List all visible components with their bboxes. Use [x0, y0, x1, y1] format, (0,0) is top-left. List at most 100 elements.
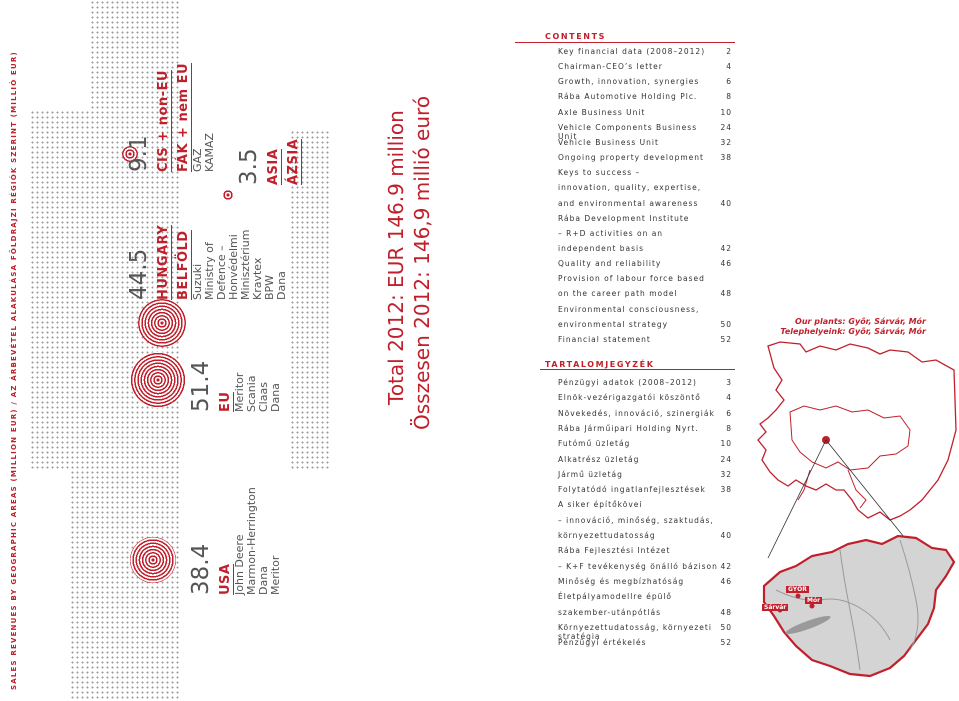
text-background — [180, 0, 290, 701]
toc-entry-title: Pénzügyi értékelés — [558, 638, 647, 648]
toc-entry-title: Quality and reliability — [558, 259, 662, 269]
toc-entry-title: independent basis — [558, 243, 645, 253]
toc-entry[interactable]: Jármű üzletág 32 — [558, 470, 732, 479]
europe-outline — [757, 341, 957, 521]
toc-entry-title: Keys to success – — [558, 168, 641, 178]
toc-entry[interactable]: Növekedés, innováció, szinergiák 6 — [558, 409, 732, 418]
toc-entry[interactable]: Minőség és megbízhatóság 46 — [558, 577, 732, 586]
region-eu: 51.4 EU Meritor Scania Claas Dana — [188, 361, 282, 412]
toc-entry[interactable]: Futómű üzletág 10 — [558, 439, 732, 448]
toc-entry-page: 40 — [720, 531, 732, 540]
toc-entry-page: 32 — [720, 137, 732, 147]
toc-entry[interactable]: Provision of labour force based — [558, 274, 732, 283]
toc-entry-page — [718, 168, 732, 177]
toc-entry[interactable]: Environmental consciousness, — [558, 305, 732, 314]
toc-entry-title: Jármű üzletág — [558, 469, 623, 479]
toc-entry[interactable]: Pénzügyi értékelés 52 — [558, 638, 732, 647]
sidebar-title: SALES REVENUES BY GEOGRAPHIC AREAS (MILL… — [10, 51, 18, 690]
mor-dot — [809, 603, 815, 609]
toc-entry[interactable]: Életpályamodellre épülő — [558, 592, 732, 601]
plants-en: Our plants: Győr, Sárvár, Mór — [795, 317, 926, 326]
hungary-bullseye — [138, 299, 186, 347]
toc-entry-page: 38 — [720, 153, 732, 163]
toc-entry[interactable]: environmental strategy 50 — [558, 320, 732, 329]
toc-entry-page: 2 — [726, 47, 732, 56]
toc-entry-page: 6 — [726, 77, 732, 87]
region-hungary: 44.5 HUNGARY BELFÖLD Suzuki Ministry of … — [126, 224, 288, 300]
toc-entry[interactable]: Rába Development Institute — [558, 214, 732, 223]
toc-entry-title: Rába Development Institute — [558, 213, 690, 223]
toc-entry[interactable]: innovation, quality, expertise, — [558, 183, 732, 192]
hungary-outline — [762, 534, 956, 678]
toc-entry[interactable]: A siker építőkövei — [558, 500, 732, 509]
toc-entry-title: Életpályamodellre épülő — [558, 592, 673, 602]
hungary-value: 44.5 — [126, 248, 152, 300]
client: Meritor — [269, 555, 282, 595]
toc-entry-title: Key financial data (2008–2012) — [558, 47, 706, 56]
toc-entry-page — [718, 546, 732, 555]
toc-entry-page — [718, 500, 732, 509]
client: KAMAZ — [203, 132, 216, 172]
toc-entry-title: Chairman-CEO’s letter — [558, 62, 663, 72]
toc-entry-page — [718, 214, 732, 223]
toc-entry-page: 48 — [720, 607, 732, 617]
toc-entry[interactable]: Keys to success – — [558, 168, 732, 177]
toc-hu-rule — [540, 369, 735, 370]
toc-entry-page: 10 — [720, 439, 732, 449]
toc-entry[interactable]: Alkatrész üzletág 24 — [558, 455, 732, 464]
usa-value: 38.4 — [188, 543, 214, 595]
toc-entry[interactable]: Vehicle Business Unit 32 — [558, 138, 732, 147]
toc-entry[interactable]: Chairman-CEO’s letter 4 — [558, 62, 732, 71]
toc-entry-page: 52 — [720, 638, 732, 648]
toc-entry[interactable]: Quality and reliability 46 — [558, 259, 732, 268]
toc-entry-page: 32 — [720, 469, 732, 479]
toc-entry-title: – K+F tevékenység önálló bázison — [558, 561, 718, 571]
toc-entry[interactable]: Folytatódó ingatlanfejlesztések 38 — [558, 485, 732, 494]
toc-entry[interactable]: szakember-utánpótlás 48 — [558, 608, 732, 617]
toc-entry[interactable]: Vehicle Components Business Unit 24 — [558, 123, 732, 141]
toc-entry-page: 38 — [720, 485, 732, 495]
toc-entry[interactable]: – K+F tevékenység önálló bázison 42 — [558, 562, 732, 571]
toc-entry[interactable]: Rába Fejlesztési Intézet — [558, 546, 732, 555]
toc-entry-title: Folytatódó ingatlanfejlesztések — [558, 485, 706, 495]
total-hu: Összesen 2012: 146,9 millió euró — [410, 95, 434, 430]
toc-entry[interactable]: – R+D activities on an — [558, 229, 732, 238]
toc-entry[interactable]: Környezettudatosság, környezeti stratégi… — [558, 623, 732, 641]
toc-entry[interactable]: Axle Business Unit 10 — [558, 108, 732, 117]
toc-entry-title: – R+D activities on an — [558, 228, 664, 238]
toc-entry[interactable]: independent basis 42 — [558, 244, 732, 253]
plants-hu: Telephelyeink: Győr, Sárvár, Mór — [780, 327, 926, 336]
toc-entry[interactable]: Growth, innovation, synergies 6 — [558, 77, 732, 86]
toc-entry-page — [718, 274, 732, 283]
eu-bullseye — [130, 352, 186, 408]
toc-entry[interactable]: – innováció, minőség, szaktudás, — [558, 516, 732, 525]
toc-entry[interactable]: Elnök-vezérigazgatói köszöntő 4 — [558, 393, 732, 402]
toc-entry-title: Pénzügyi adatok (2008–2012) — [558, 378, 697, 387]
toc-entry[interactable]: Pénzügyi adatok (2008–2012) 3 — [558, 378, 732, 387]
plants-map — [757, 341, 957, 678]
toc-entry[interactable]: Key financial data (2008–2012) 2 — [558, 47, 732, 56]
toc-entry[interactable]: Ongoing property development 38 — [558, 153, 732, 162]
toc-entry-page: 50 — [720, 622, 732, 632]
toc-entry-title: – innováció, minőség, szaktudás, — [558, 515, 714, 525]
toc-entry[interactable]: környezettudatosság 40 — [558, 531, 732, 540]
toc-entry-page — [718, 183, 732, 192]
toc-entry[interactable]: Financial statement 52 — [558, 335, 732, 344]
gyor-dot — [795, 593, 801, 599]
toc-entry-title: innovation, quality, expertise, — [558, 183, 702, 193]
toc-entry[interactable]: on the career path model 48 — [558, 289, 732, 298]
city-sarvar: Sárvár — [762, 604, 789, 611]
toc-entry-title: and environmental awareness — [558, 198, 699, 208]
toc-entry-page: 24 — [720, 454, 732, 464]
toc-entry-title: környezettudatosság — [558, 531, 656, 540]
toc-entry-title: Provision of labour force based — [558, 274, 705, 284]
asia-label-hu: ÁZSIA — [286, 138, 302, 185]
total-en: Total 2012: EUR 146.9 million — [384, 110, 408, 405]
toc-entry[interactable]: Rába Járműipari Holding Nyrt. 8 — [558, 424, 732, 433]
cis-value: 9.1 — [126, 135, 152, 172]
toc-entry[interactable]: and environmental awareness 40 — [558, 199, 732, 208]
region-cis: 9.1 CIS + non-EU FÁK + nem EU GAZ KAMAZ — [126, 62, 216, 172]
toc-entry[interactable]: Rába Automotive Holding Plc. 8 — [558, 92, 732, 101]
toc-entry-page — [718, 592, 732, 601]
toc-entry-page — [718, 516, 732, 525]
